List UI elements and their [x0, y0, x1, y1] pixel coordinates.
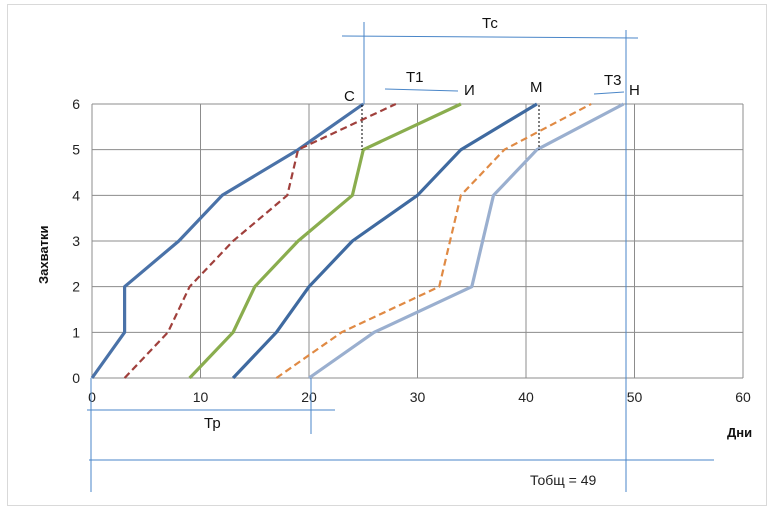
- annotation-labels: С Т1 И М Т3 Н Тс Тр Тобщ = 49 Дни Захват…: [36, 15, 752, 488]
- x-tick-label-0: 0: [88, 389, 96, 405]
- label-i: И: [464, 82, 475, 99]
- x-tick-label-5: 50: [627, 389, 643, 405]
- x-tick-label-4: 40: [518, 389, 534, 405]
- label-ttotal: Тобщ = 49: [530, 472, 597, 488]
- label-c: С: [344, 88, 355, 105]
- x-tick-label-3: 30: [410, 389, 426, 405]
- series-line-6: [308, 102, 625, 380]
- y-tick-label-1: 1: [72, 324, 80, 340]
- y-tick-label-0: 0: [72, 370, 80, 386]
- y-tick-label-2: 2: [72, 279, 80, 295]
- series-layer: [90, 102, 625, 380]
- y-tick-labels: 0 1 2 3 4 5 6: [72, 96, 80, 386]
- label-tp: Тр: [204, 415, 221, 432]
- helper-lines: [87, 22, 714, 492]
- y-axis-title: Захватки: [36, 225, 51, 284]
- label-h: Н: [629, 82, 640, 99]
- series-line-5: [275, 103, 592, 379]
- label-m: М: [530, 79, 543, 96]
- chart-frame: [7, 4, 767, 506]
- label-t3: Т3: [604, 72, 622, 89]
- series-line-3: [188, 102, 462, 380]
- x-tick-label-6: 60: [735, 389, 751, 405]
- series-line-4: [231, 102, 538, 380]
- y-tick-label-4: 4: [72, 187, 80, 203]
- grid-layer: [91, 103, 744, 379]
- x-axis-title: Дни: [727, 425, 752, 440]
- y-tick-label-5: 5: [72, 142, 80, 158]
- series-line-1: [90, 102, 365, 379]
- series-line-2: [123, 103, 397, 379]
- y-tick-label-6: 6: [72, 96, 80, 112]
- x-tick-labels: 0 10 20 30 40 50 60: [88, 389, 751, 405]
- label-t1: Т1: [406, 69, 424, 86]
- t1-dimension-line: [384, 88, 459, 92]
- t3-dimension-line: [593, 91, 625, 95]
- label-tc: Тс: [482, 15, 498, 32]
- x-tick-label-1: 10: [193, 389, 209, 405]
- tc-dimension-line: [341, 35, 639, 39]
- y-tick-label-3: 3: [72, 233, 80, 249]
- x-tick-label-2: 20: [301, 389, 317, 405]
